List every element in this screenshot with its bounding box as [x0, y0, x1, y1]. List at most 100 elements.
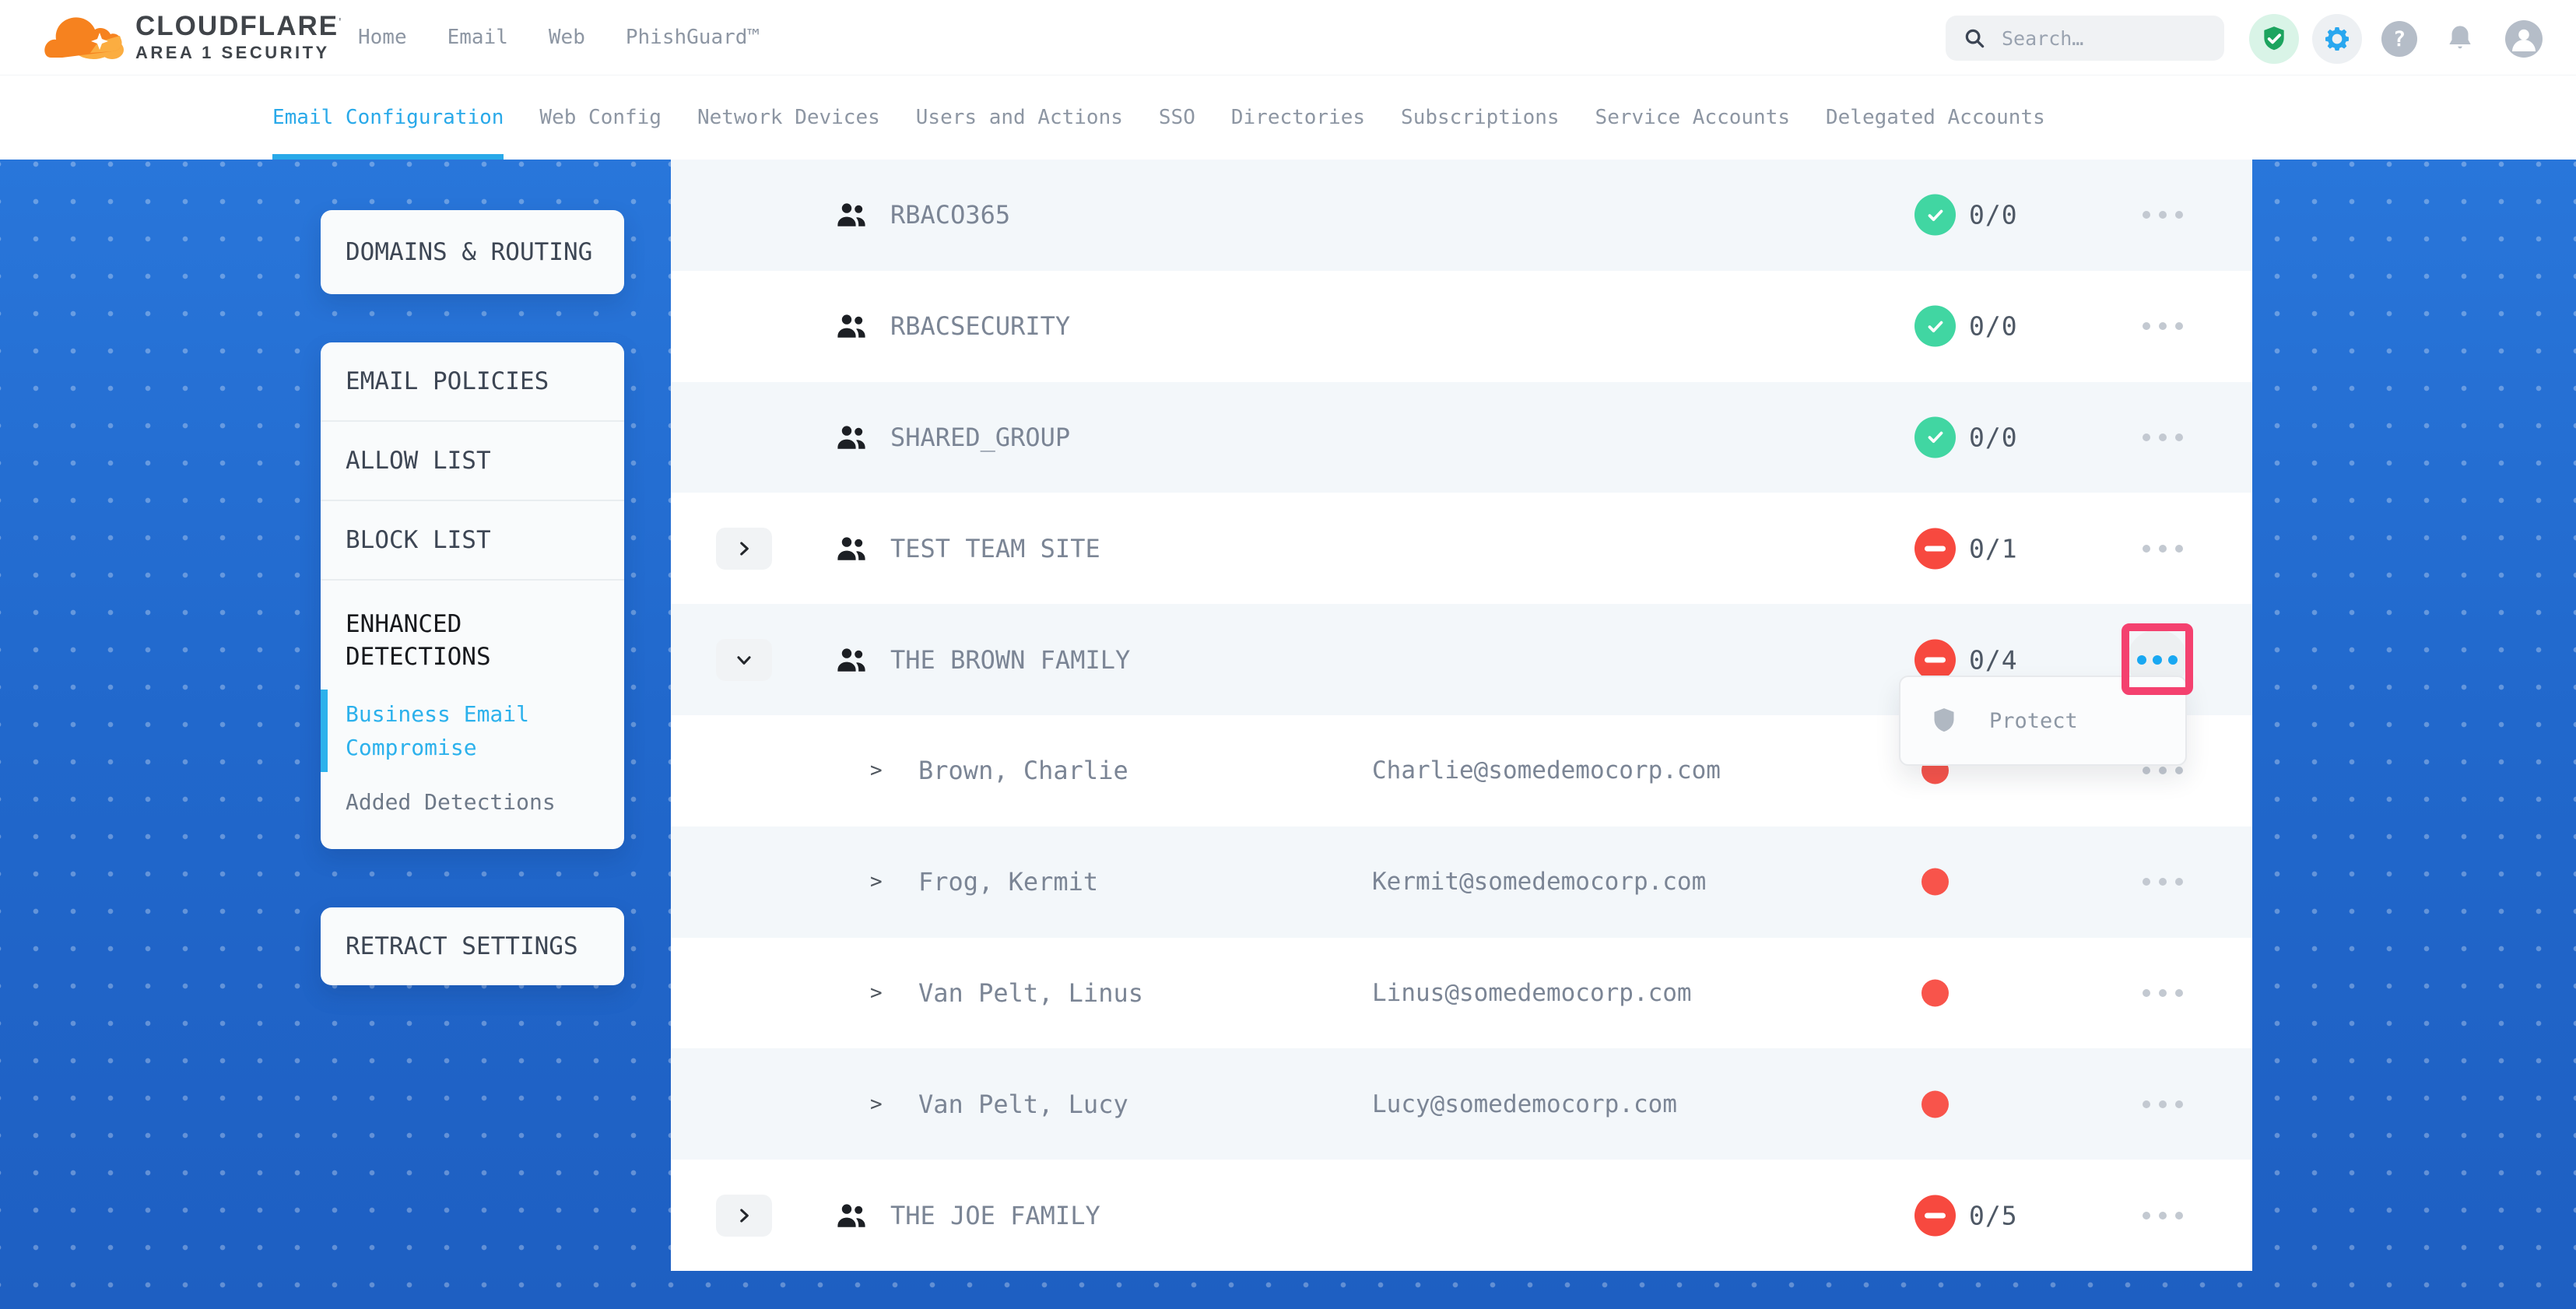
- table-row: Frog, Kermit Kermit@somedemocorp.com: [671, 826, 2252, 938]
- group-icon: [833, 1197, 870, 1234]
- sidebar-item-enhanced-detections[interactable]: ENHANCED DETECTIONS: [346, 610, 491, 671]
- nav-item-web[interactable]: Web: [548, 26, 585, 49]
- help-button[interactable]: [2381, 21, 2417, 57]
- sidebar-item-added-detections[interactable]: Added Detections: [346, 789, 556, 816]
- sidebar-item-email-policies[interactable]: EMAIL POLICIES: [346, 367, 549, 395]
- context-menu: Protect: [1899, 676, 2187, 766]
- status-alert-icon: [1914, 1195, 1956, 1237]
- shield-check-icon: [2259, 24, 2289, 54]
- status-ok-icon: [1914, 305, 1956, 347]
- protected-count: 0/5: [1969, 1200, 2018, 1231]
- table-row: SHARED_GROUP 0/0: [671, 381, 2252, 493]
- group-name: RBACSECURITY: [890, 311, 1071, 342]
- chevron-right-icon: [734, 1205, 754, 1226]
- row-menu-button[interactable]: [2138, 1096, 2188, 1113]
- brand-title: CLOUDFLARE': [135, 10, 343, 41]
- menu-item-label: Protect: [1989, 708, 2078, 733]
- group-icon: [833, 307, 870, 345]
- group-icon: [833, 530, 870, 567]
- account-button[interactable]: [2505, 20, 2543, 58]
- notifications-button[interactable]: [2435, 14, 2485, 64]
- protected-count: 0/0: [1969, 311, 2018, 342]
- chevron-right-icon: [734, 539, 754, 559]
- tab-email-configuration[interactable]: Email Configuration: [272, 75, 504, 160]
- row-menu-button[interactable]: [2138, 984, 2188, 1002]
- bell-icon: [2444, 23, 2476, 55]
- group-name: RBACO365: [890, 200, 1011, 230]
- row-menu-button[interactable]: [2138, 540, 2188, 557]
- divider: [321, 420, 624, 422]
- expand-button[interactable]: [716, 1194, 772, 1237]
- cloudflare-logo[interactable]: CLOUDFLARE' AREA 1 SECURITY: [44, 6, 342, 67]
- tab-network-devices[interactable]: Network Devices: [697, 105, 880, 129]
- nav-item-email[interactable]: Email: [447, 26, 508, 49]
- search-input[interactable]: [2000, 26, 2198, 51]
- top-header: CLOUDFLARE' AREA 1 SECURITY Home Email W…: [0, 0, 2576, 75]
- protected-count: 0/0: [1969, 199, 2018, 230]
- sidebar-item-block-list[interactable]: BLOCK LIST: [346, 526, 491, 554]
- member-name: Van Pelt, Lucy: [918, 1089, 1128, 1119]
- group-name: THE JOE FAMILY: [890, 1200, 1100, 1230]
- status-alert-dot: [1921, 979, 1949, 1007]
- row-menu-button[interactable]: [2138, 873, 2188, 890]
- member-name: Frog, Kermit: [918, 867, 1099, 897]
- row-menu-button[interactable]: [2138, 429, 2188, 446]
- chevron-down-icon: [734, 650, 754, 670]
- sidebar-item-domains-routing[interactable]: DOMAINS & ROUTING: [321, 210, 624, 294]
- tab-service-accounts[interactable]: Service Accounts: [1595, 105, 1790, 129]
- menu-item-protect[interactable]: Protect: [1900, 677, 2185, 764]
- divider: [321, 500, 624, 501]
- groups-table: RBACO365 0/0 RBACSECURITY 0/0 SHARED_GRO…: [671, 160, 2252, 1271]
- status-alert-icon: [1914, 528, 1956, 570]
- table-row: Van Pelt, Lucy Lucy@somedemocorp.com: [671, 1048, 2252, 1160]
- chevron-right-icon[interactable]: [870, 1093, 883, 1116]
- chevron-right-icon[interactable]: [870, 870, 883, 893]
- cloudflare-cloud-icon: [44, 6, 125, 67]
- table-row: Brown, Charlie Charlie@somedemocorp.com: [671, 715, 2252, 826]
- status-alert-dot: [1921, 1090, 1949, 1118]
- group-icon: [833, 419, 870, 456]
- tab-delegated-accounts[interactable]: Delegated Accounts: [1826, 105, 2045, 129]
- member-email: Linus@somedemocorp.com: [1372, 978, 1692, 1007]
- section-tabs: Email Configuration Web Config Network D…: [0, 75, 2576, 160]
- brand-trademark: ': [339, 14, 343, 27]
- row-menu-button[interactable]: [2138, 318, 2188, 335]
- member-email: Lucy@somedemocorp.com: [1372, 1090, 1677, 1118]
- chevron-right-icon[interactable]: [870, 981, 883, 1005]
- tab-users-and-actions[interactable]: Users and Actions: [915, 105, 1123, 129]
- member-name: Brown, Charlie: [918, 756, 1128, 786]
- nav-item-phishguard[interactable]: PhishGuard™: [625, 26, 760, 49]
- group-name: SHARED_GROUP: [890, 422, 1071, 452]
- sidebar-item-business-email-compromise[interactable]: Business Email Compromise: [321, 689, 624, 773]
- status-ok-icon: [1914, 416, 1956, 458]
- chevron-right-icon[interactable]: [870, 759, 883, 782]
- sidebar-item-allow-list[interactable]: ALLOW LIST: [346, 447, 491, 475]
- row-menu-button[interactable]: [2138, 762, 2188, 779]
- settings-button[interactable]: [2312, 14, 2362, 64]
- table-row: Van Pelt, Linus Linus@somedemocorp.com: [671, 938, 2252, 1049]
- sidebar-policies-card: EMAIL POLICIES ALLOW LIST BLOCK LIST ENH…: [321, 342, 624, 850]
- expand-button[interactable]: [716, 527, 772, 570]
- avatar-icon: [2505, 20, 2543, 58]
- search-icon: [1963, 26, 1986, 50]
- row-menu-button[interactable]: [2138, 1207, 2188, 1224]
- gear-icon: [2322, 23, 2353, 54]
- divider: [321, 579, 624, 581]
- brand-subtitle: AREA 1 SECURITY: [135, 42, 330, 62]
- security-status-button[interactable]: [2249, 14, 2299, 64]
- tab-directories[interactable]: Directories: [1230, 105, 1366, 129]
- collapse-button[interactable]: [716, 638, 772, 681]
- row-menu-button[interactable]: [2138, 206, 2188, 223]
- status-ok-icon: [1914, 194, 1956, 236]
- table-row: THE JOE FAMILY 0/5: [671, 1160, 2252, 1271]
- sidebar-item-retract-settings[interactable]: RETRACT SETTINGS: [321, 907, 624, 985]
- primary-nav: Home Email Web PhishGuard™: [358, 0, 760, 75]
- protected-count: 0/0: [1969, 422, 2018, 453]
- group-icon: [833, 196, 870, 233]
- tab-subscriptions[interactable]: Subscriptions: [1401, 105, 1560, 129]
- shield-icon: [1928, 705, 1960, 736]
- tab-web-config[interactable]: Web Config: [539, 105, 662, 129]
- nav-item-home[interactable]: Home: [358, 26, 407, 49]
- search-box[interactable]: [1946, 16, 2224, 61]
- tab-sso[interactable]: SSO: [1158, 105, 1195, 129]
